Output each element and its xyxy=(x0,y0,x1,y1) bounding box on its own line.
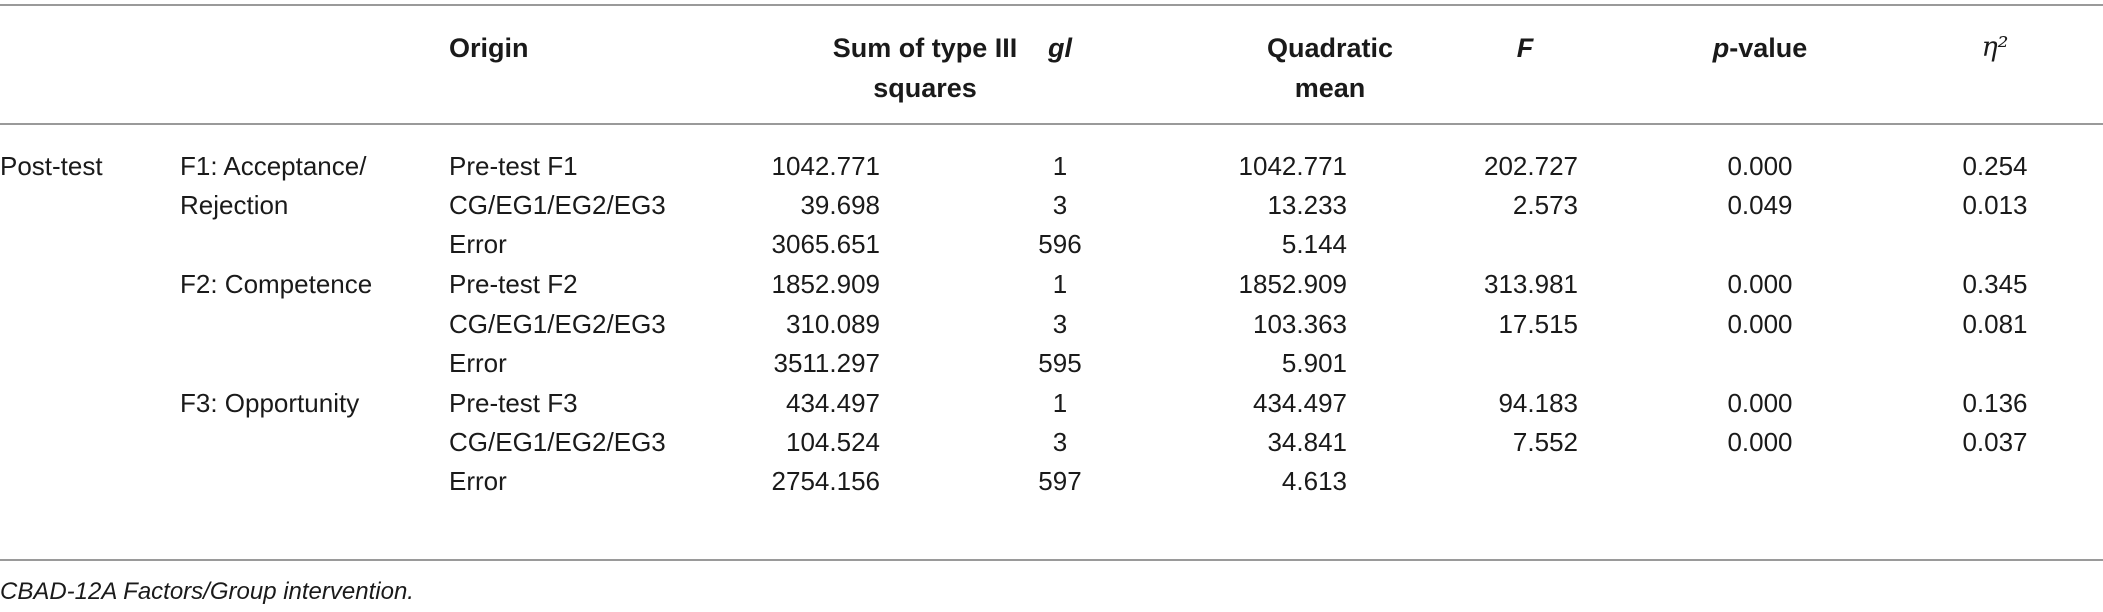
row-p-value: 0.000 xyxy=(1727,427,1793,457)
row-origin: Pre-test F2 xyxy=(449,269,578,299)
row-eta-squared: 0.013 xyxy=(1962,190,2028,220)
row-p-value: 0.000 xyxy=(1727,388,1793,418)
row-sum-squares: 3511.297 xyxy=(773,348,880,378)
table-bottom-rule xyxy=(0,559,2103,561)
header-quadratic-mean: Quadratic mean xyxy=(1180,28,1480,108)
row-gl: 1 xyxy=(1052,269,1068,299)
row-quadratic-mean: 5.144 xyxy=(1281,229,1347,259)
row-sum-squares: 310.089 xyxy=(786,309,880,339)
row-eta-squared: 0.081 xyxy=(1962,309,2028,339)
header-eta-text: η² xyxy=(1981,32,2009,63)
row-quadratic-mean: 103.363 xyxy=(1253,309,1347,339)
header-p-suffix: -value xyxy=(1729,33,1808,63)
row-origin: CG/EG1/EG2/EG3 xyxy=(449,309,666,339)
row-sum-squares: 39.698 xyxy=(800,190,880,220)
table-top-rule xyxy=(0,4,2103,6)
header-bottom-rule xyxy=(0,123,2103,125)
table-row-6: Error 3511.297 595 5.901 xyxy=(0,343,2103,383)
row-gl: 595 xyxy=(1038,348,1082,378)
row-eta-squared: 0.037 xyxy=(1962,427,2028,457)
header-sum-of-squares: Sum of type III squares xyxy=(700,28,1150,108)
factor-f1-label-line-2: Rejection xyxy=(180,190,289,220)
row-f: 313.981 xyxy=(1484,269,1578,299)
row-gl: 3 xyxy=(1052,190,1068,220)
row-eta-squared: 0.136 xyxy=(1962,388,2028,418)
row-gl: 1 xyxy=(1052,388,1068,418)
factor-f2-label: F2: Competence xyxy=(180,269,373,299)
row-origin: Error xyxy=(449,229,507,259)
row-origin: Error xyxy=(449,466,507,496)
row-sum-squares: 434.497 xyxy=(786,388,880,418)
table-row-8: CG/EG1/EG2/EG3 104.524 3 34.841 7.552 0.… xyxy=(0,422,2103,462)
row-f: 17.515 xyxy=(1498,309,1578,339)
table-row-3: Error 3065.651 596 5.144 xyxy=(0,224,2103,264)
row-origin: Pre-test F1 xyxy=(449,151,578,181)
header-f-text: F xyxy=(1516,33,1534,63)
row-origin: Pre-test F3 xyxy=(449,388,578,418)
header-sum-line-1: Sum of type III xyxy=(832,33,1018,63)
header-origin: Origin xyxy=(449,33,529,63)
header-qm-line-2: mean xyxy=(1294,73,1366,103)
row-p-value: 0.000 xyxy=(1727,151,1793,181)
row-f: 7.552 xyxy=(1512,427,1578,457)
row-p-value: 0.000 xyxy=(1727,309,1793,339)
header-eta-squared: η² xyxy=(1935,28,2055,68)
row-sum-squares: 1042.771 xyxy=(771,151,880,181)
table-row-7: Pre-test F3 434.497 1 434.497 94.183 0.0… xyxy=(0,383,2103,423)
row-quadratic-mean: 34.841 xyxy=(1267,427,1347,457)
header-gl: gl xyxy=(1000,28,1120,68)
stage-label: Post-test xyxy=(0,151,103,181)
table-row-9: Error 2754.156 597 4.613 xyxy=(0,461,2103,501)
row-quadratic-mean: 4.613 xyxy=(1281,466,1347,496)
table-row-2: CG/EG1/EG2/EG3 39.698 3 13.233 2.573 0.0… xyxy=(0,185,2103,225)
row-f: 202.727 xyxy=(1484,151,1578,181)
table-row-4: Pre-test F2 1852.909 1 1852.909 313.981 … xyxy=(0,264,2103,304)
row-sum-squares: 2754.156 xyxy=(771,466,880,496)
row-eta-squared: 0.254 xyxy=(1962,151,2028,181)
row-gl: 1 xyxy=(1052,151,1068,181)
row-gl: 3 xyxy=(1052,309,1068,339)
row-f: 94.183 xyxy=(1498,388,1578,418)
table-row-5: CG/EG1/EG2/EG3 310.089 3 103.363 17.515 … xyxy=(0,304,2103,344)
table-row-1: Pre-test F1 1042.771 1 1042.771 202.727 … xyxy=(0,146,2103,186)
header-f: F xyxy=(1475,28,1575,68)
header-p-letter: p xyxy=(1712,33,1730,63)
row-gl: 596 xyxy=(1038,229,1082,259)
row-f: 2.573 xyxy=(1512,190,1578,220)
row-quadratic-mean: 1852.909 xyxy=(1238,269,1347,299)
row-quadratic-mean: 1042.771 xyxy=(1238,151,1347,181)
header-p-value: p-value xyxy=(1650,28,1870,68)
row-gl: 3 xyxy=(1052,427,1068,457)
row-p-value: 0.049 xyxy=(1727,190,1793,220)
header-gl-text: gl xyxy=(1048,33,1072,63)
row-quadratic-mean: 434.497 xyxy=(1253,388,1347,418)
table-footnote: CBAD-12A Factors/Group intervention. xyxy=(0,578,414,605)
row-quadratic-mean: 13.233 xyxy=(1267,190,1347,220)
header-qm-line-1: Quadratic xyxy=(1266,33,1394,63)
row-sum-squares: 3065.651 xyxy=(771,229,880,259)
header-sum-line-2: squares xyxy=(873,73,977,103)
row-gl: 597 xyxy=(1038,466,1082,496)
row-p-value: 0.000 xyxy=(1727,269,1793,299)
row-origin: Error xyxy=(449,348,507,378)
row-eta-squared: 0.345 xyxy=(1962,269,2028,299)
factor-f1-label-line-1: F1: Acceptance/ xyxy=(180,151,367,181)
row-sum-squares: 104.524 xyxy=(786,427,880,457)
row-origin: CG/EG1/EG2/EG3 xyxy=(449,427,666,457)
row-quadratic-mean: 5.901 xyxy=(1281,348,1347,378)
factor-f3-label: F3: Opportunity xyxy=(180,388,360,418)
row-origin: CG/EG1/EG2/EG3 xyxy=(449,190,666,220)
row-sum-squares: 1852.909 xyxy=(771,269,880,299)
